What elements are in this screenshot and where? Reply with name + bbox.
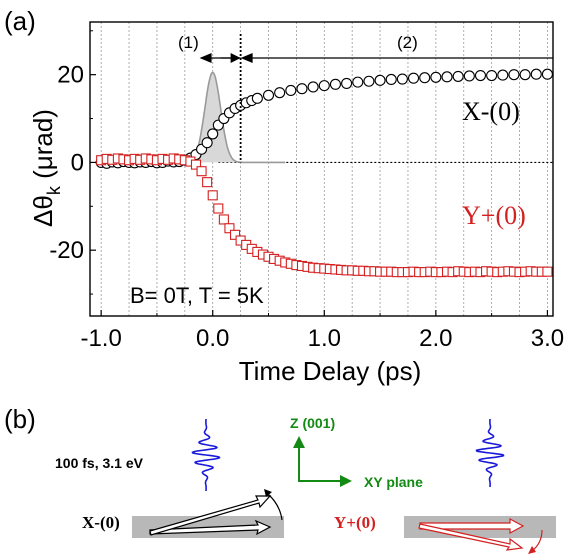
region-markers xyxy=(199,34,553,163)
x-tick-label: -1.0 xyxy=(80,325,121,352)
data-point-x xyxy=(352,76,364,88)
region-2-arrowhead xyxy=(240,53,253,63)
left-config-label: X-(0) xyxy=(82,513,120,532)
pulse-wavepacket-left xyxy=(191,419,221,491)
region-1-arrowhead-right xyxy=(230,53,241,63)
region-2-label: (2) xyxy=(397,33,418,52)
pulse-parameters-label: 100 fs, 3.1 eV xyxy=(55,455,144,471)
data-point-y xyxy=(196,166,207,177)
x-tick-label: 0.0 xyxy=(196,325,229,352)
data-point-x xyxy=(385,73,397,86)
data-point-x xyxy=(262,89,275,101)
z-axis-label: Z (001) xyxy=(290,415,335,431)
xy-axis-label: XY plane xyxy=(364,474,423,490)
data-point-y xyxy=(218,214,229,225)
x-tick-label: 3.0 xyxy=(531,325,564,352)
data-point-y xyxy=(542,266,553,277)
xy-axis-arrowhead xyxy=(340,475,352,487)
x-axis-label: Time Delay (ps) xyxy=(239,356,422,386)
right-magnetization-arrows xyxy=(418,517,525,551)
y-axis-label-main: Δθ xyxy=(28,195,58,227)
data-point-x xyxy=(519,69,531,81)
data-point-x xyxy=(497,69,509,81)
data-point-x xyxy=(363,75,375,87)
data-point-y xyxy=(207,190,218,201)
y-tick-label: 20 xyxy=(57,62,84,89)
data-point-x xyxy=(419,72,431,84)
chart-plot-area: -1.0 0.0 1.0 2.0 3.0 -20 0 20 Time Delay (ps) Δ… xyxy=(28,21,564,386)
region-1-label: (1) xyxy=(178,33,199,52)
data-point-x xyxy=(207,128,219,140)
data-point-x xyxy=(463,70,475,82)
panel-b-label: (b) xyxy=(4,404,36,434)
left-magnetization-arrows xyxy=(149,495,272,536)
x-tick-label: 1.0 xyxy=(308,325,341,352)
geometry-diagram: 100 fs, 3.1 eV Z (001) XY plane X-(0) Y+… xyxy=(55,415,556,554)
data-point-x xyxy=(441,71,453,83)
data-point-x xyxy=(474,69,487,82)
conditions-annotation: B= 0T, T = 5K xyxy=(130,283,264,308)
data-point-x xyxy=(508,69,520,81)
data-point-x xyxy=(341,77,353,89)
data-point-x xyxy=(530,68,542,80)
panel-a-label: (a) xyxy=(4,6,36,36)
data-point-y xyxy=(213,203,224,214)
coordinate-axes: Z (001) XY plane xyxy=(290,415,423,490)
axes-frame xyxy=(89,21,554,317)
data-point-x xyxy=(251,92,263,104)
data-point-x xyxy=(396,73,408,85)
data-point-y xyxy=(224,223,235,234)
data-point-y xyxy=(229,229,241,240)
region-1-arrowhead xyxy=(199,53,212,63)
data-point-x xyxy=(296,83,308,95)
data-point-x xyxy=(541,68,553,80)
data-point-x xyxy=(374,74,386,86)
data-point-y xyxy=(202,177,213,188)
series-label-y: Y+(0) xyxy=(462,201,526,230)
tick-marks: -1.0 0.0 1.0 2.0 3.0 -20 0 20 xyxy=(49,30,564,352)
data-point-x xyxy=(307,81,319,93)
right-rotation-arrowhead xyxy=(528,546,536,554)
plot-frame xyxy=(89,21,554,317)
data-point-x xyxy=(452,70,464,82)
y-tick-label: -20 xyxy=(49,237,84,264)
y-axis-label: Δθk (μrad) xyxy=(28,109,64,227)
data-point-x xyxy=(285,84,297,97)
series-x-minus-0 xyxy=(95,68,553,169)
pulse-wavepacket-right xyxy=(475,419,505,487)
left-rotation-arrowhead xyxy=(264,489,272,497)
y-tick-label: 0 xyxy=(71,149,84,176)
data-point-x xyxy=(486,69,498,82)
left-rotation-arrow xyxy=(267,493,283,521)
z-axis-arrowhead xyxy=(293,436,305,448)
series-y-plus-0 xyxy=(96,153,553,278)
series-label-x: X-(0) xyxy=(462,97,520,126)
x-tick-label: 2.0 xyxy=(419,325,452,352)
data-point-x xyxy=(407,72,420,84)
data-point-x xyxy=(274,87,286,99)
data-point-y xyxy=(190,159,202,170)
right-config-label: Y+(0) xyxy=(334,513,376,532)
svg-text:Δθk (μrad): Δθk (μrad) xyxy=(28,109,64,227)
data-point-x xyxy=(318,80,330,92)
y-axis-label-unit: (μrad) xyxy=(28,109,58,179)
y-axis-label-sub: k xyxy=(44,185,64,195)
data-point-x xyxy=(329,78,341,90)
data-point-x xyxy=(430,71,442,83)
data-point-x xyxy=(201,137,213,149)
